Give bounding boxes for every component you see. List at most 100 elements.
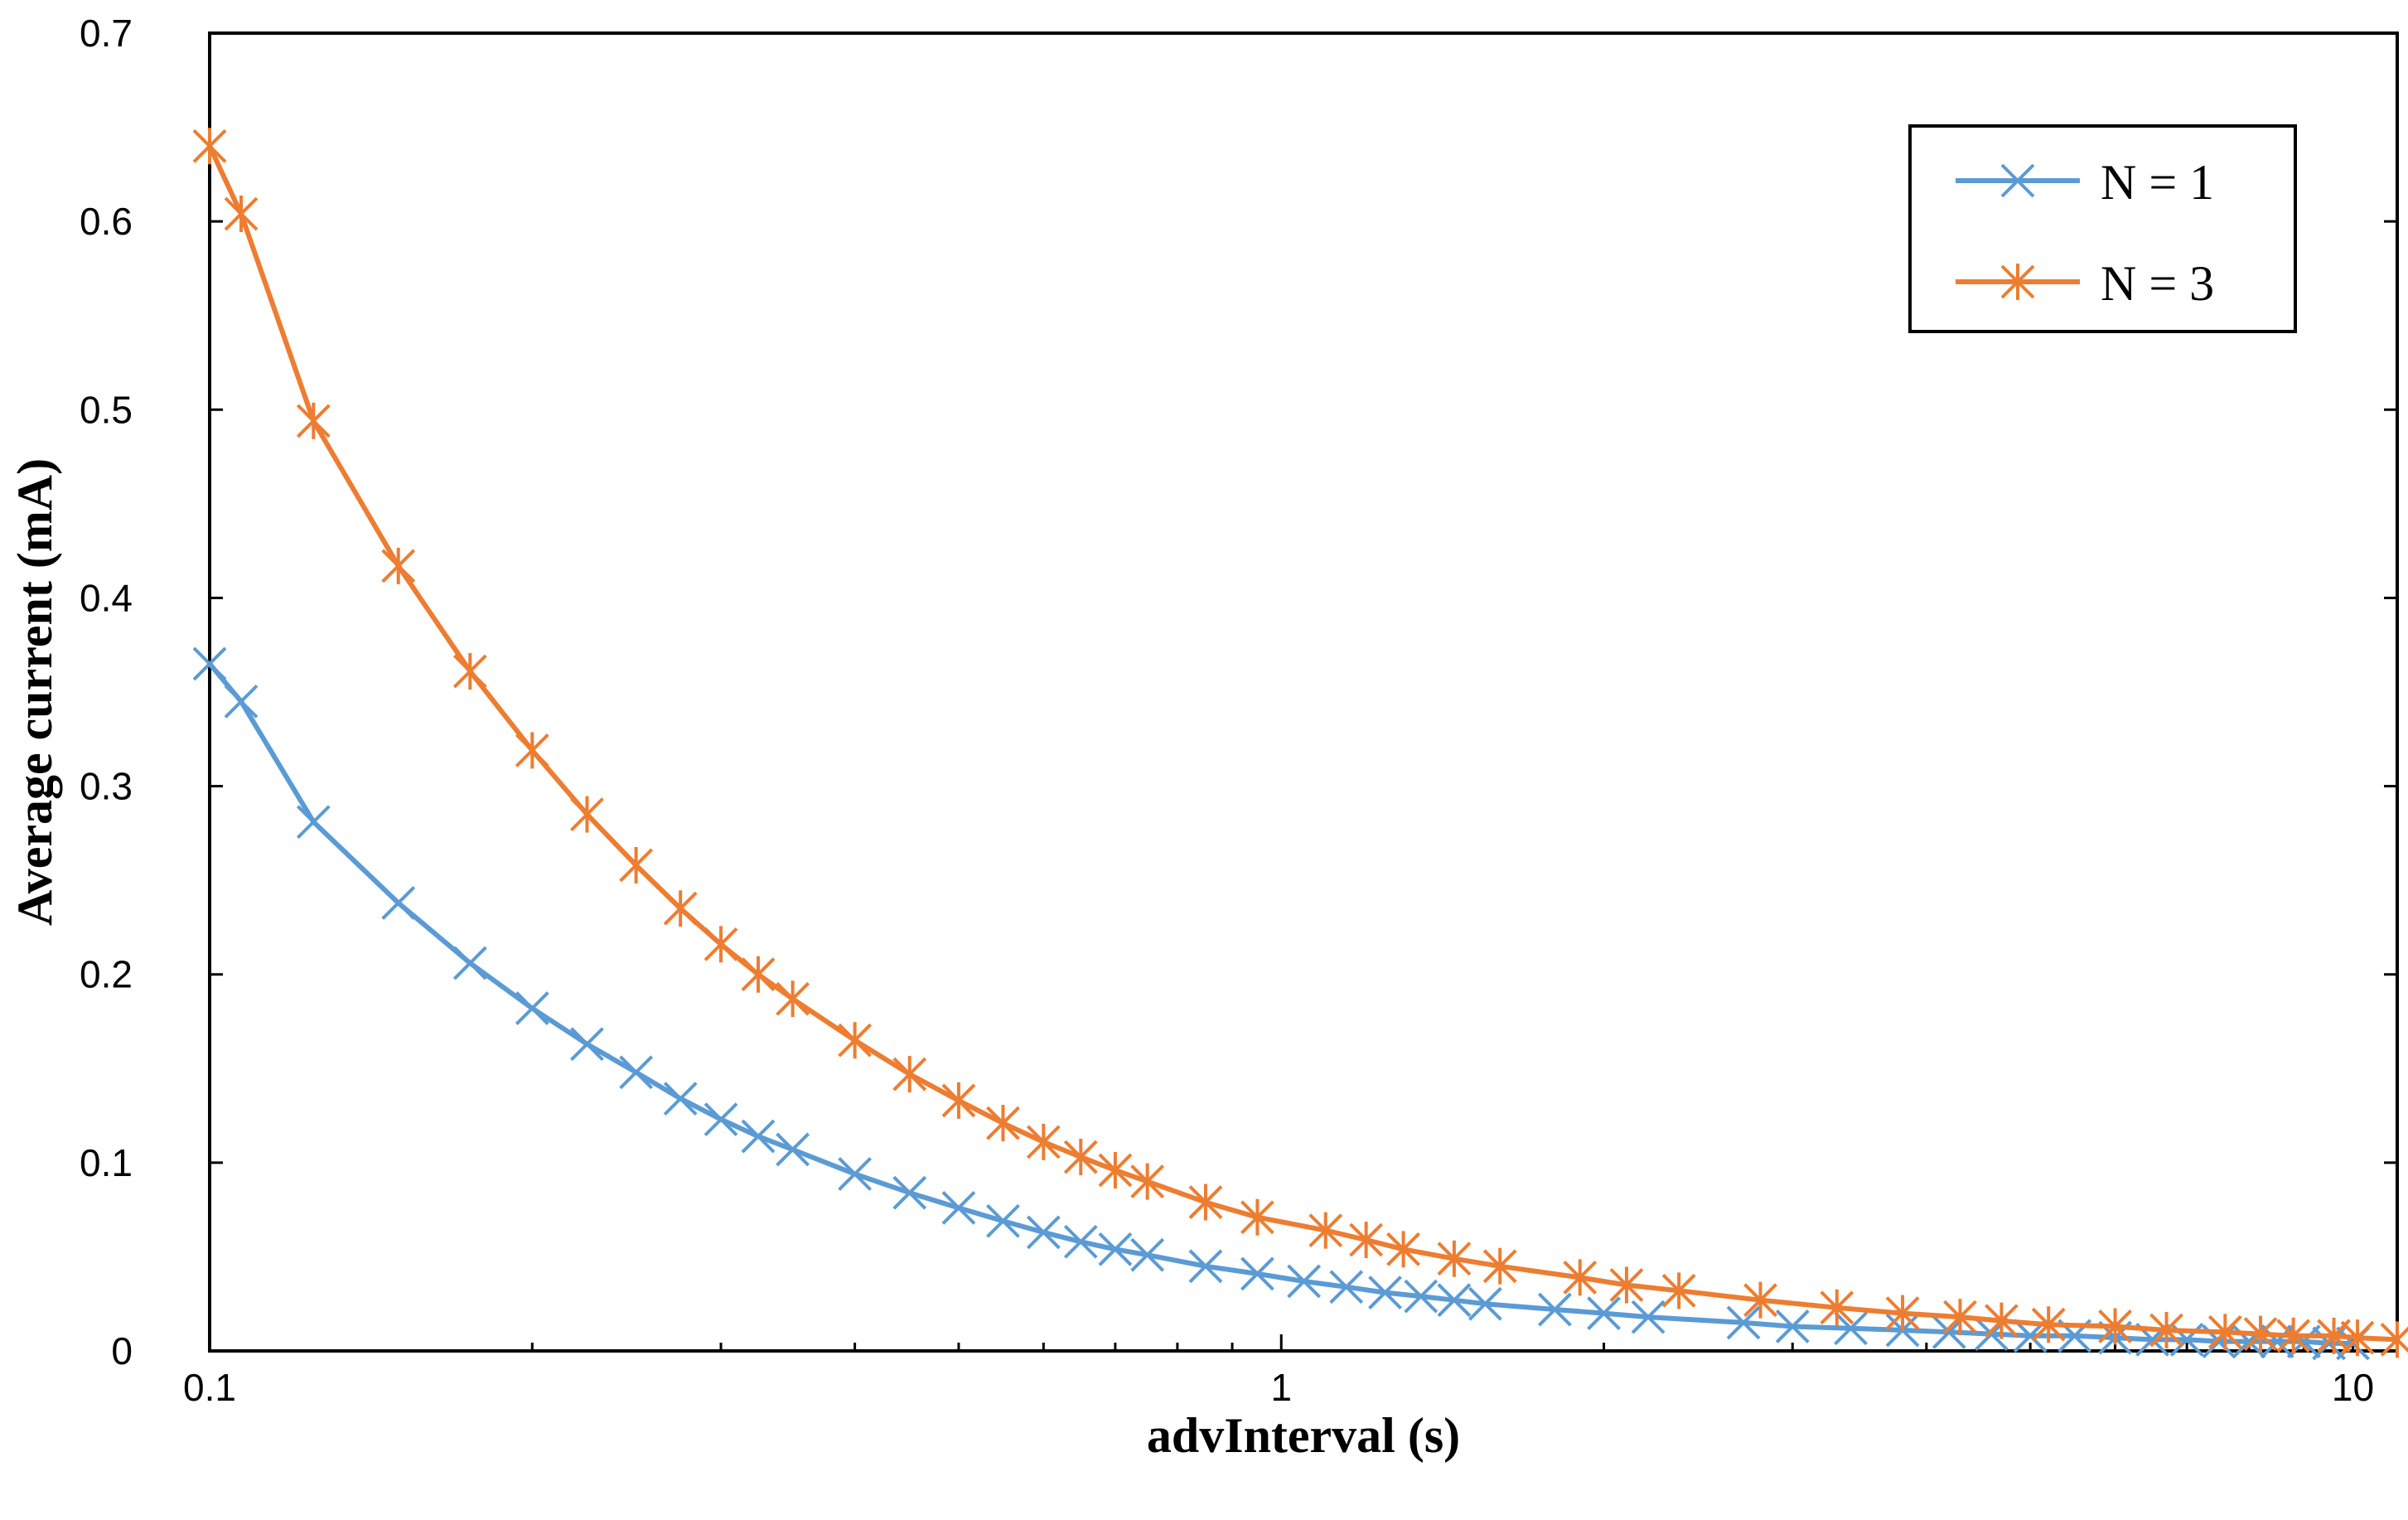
- series-0-point-9: [704, 1102, 738, 1137]
- series-1-point-6: [570, 796, 604, 833]
- series-0-point-23: [1329, 1270, 1364, 1305]
- series-1-point-40: [2276, 1317, 2311, 1354]
- series-1-point-30: [1743, 1281, 1777, 1319]
- x-tick-label-0: 0.1: [183, 1366, 236, 1409]
- series-0-point-25-stroke-b: [1404, 1279, 1439, 1314]
- series-0-line: [207, 661, 2353, 1346]
- series-0-point-13: [892, 1175, 927, 1210]
- series-0-point-12: [838, 1157, 873, 1191]
- series-1-point-9: [704, 926, 738, 963]
- series-1-point-33: [1943, 1299, 1977, 1336]
- series-0-point-1: [224, 684, 259, 719]
- series-1-point-24: [1386, 1231, 1421, 1268]
- series-0-point-3: [381, 885, 416, 920]
- series-0-point-32: [1775, 1309, 1810, 1343]
- series-1-point-28: [1609, 1266, 1644, 1304]
- series-0-point-10: [741, 1119, 776, 1154]
- series-0-point-18-stroke-b: [1098, 1232, 1133, 1266]
- series-0-point-10-stroke-b: [741, 1119, 776, 1154]
- series-0-point-8: [663, 1082, 698, 1116]
- series-0-point-14: [941, 1190, 976, 1225]
- series-0-point-13-stroke-b: [892, 1175, 927, 1210]
- series-0-point-19-stroke-b: [1130, 1237, 1165, 1272]
- series-0-point-46: [2312, 1326, 2347, 1361]
- series-0-point-23-stroke-b: [1329, 1270, 1364, 1305]
- series-0-point-26-stroke-b: [1437, 1283, 1472, 1318]
- series-1-point-7: [619, 846, 654, 883]
- series-1-point-12: [838, 1022, 873, 1059]
- series-0-point-26: [1437, 1283, 1472, 1318]
- series-0-point-20-stroke-b: [1188, 1249, 1223, 1284]
- series-1-point-23: [1349, 1221, 1384, 1258]
- series-0-point-7-stroke-b: [619, 1055, 654, 1090]
- series-0-point-4: [452, 946, 487, 980]
- series-0-point-6-stroke-b: [570, 1027, 604, 1062]
- legend-items: [1956, 163, 2080, 300]
- series-0-point-24: [1368, 1276, 1402, 1309]
- series-1-point-0: [192, 128, 227, 165]
- series-1-point-14: [941, 1082, 976, 1119]
- series-1-point-15: [986, 1105, 1020, 1142]
- series-1-point-35: [2031, 1306, 2066, 1343]
- series-0-point-32-stroke-b: [1775, 1309, 1810, 1343]
- y-axis-ticks: 0 0.1 0.2 0.3 0.4 0.5 0.6 0.7: [80, 12, 2397, 1372]
- series-0-point-22-stroke-b: [1287, 1264, 1322, 1299]
- series-0-point-4-stroke-b: [452, 946, 487, 980]
- series-1-point-10: [741, 956, 776, 993]
- y-tick-label-2: 0.2: [80, 953, 133, 996]
- series-1-point-38: [2207, 1314, 2242, 1351]
- series-1-point-27: [1563, 1259, 1598, 1296]
- series-0-point-27: [1468, 1286, 1502, 1321]
- series-1-point-5: [515, 732, 549, 769]
- series-0-point-7: [619, 1055, 654, 1090]
- series-0-point-9-stroke-b: [704, 1102, 738, 1137]
- series-1-point-26: [1482, 1247, 1517, 1285]
- series-0-point-2: [296, 805, 331, 840]
- series-1-point-36: [2098, 1308, 2132, 1345]
- series-1-point-19: [1130, 1163, 1165, 1200]
- series-0-point-33: [1834, 1311, 1868, 1346]
- series-1-point-31: [1820, 1289, 1854, 1326]
- x-tick-label-1: 1: [1270, 1366, 1292, 1409]
- series-0-point-11: [776, 1132, 810, 1167]
- series-0-point-46-stroke-b: [2312, 1326, 2347, 1361]
- legend-marker-0: [2000, 163, 2035, 198]
- x-tick-label-2: 10: [2332, 1366, 2374, 1409]
- series-1-point-29: [1661, 1272, 1696, 1309]
- series-1-point-42: [2340, 1319, 2375, 1357]
- series-0-point-31-stroke-b: [1726, 1305, 1761, 1340]
- series-0-point-27-stroke-b: [1468, 1286, 1502, 1321]
- series-1-point-22: [1308, 1212, 1343, 1249]
- series-0-point-0: [192, 646, 227, 681]
- series-0-point-29-stroke-b: [1587, 1296, 1621, 1330]
- series-0-point-8-stroke-b: [663, 1082, 698, 1116]
- series-1-point-39: [2243, 1315, 2278, 1353]
- series-1-point-13: [892, 1056, 927, 1093]
- series-1-point-21: [1240, 1198, 1274, 1236]
- series-1-point-17: [1063, 1139, 1098, 1176]
- series-0-point-25: [1404, 1279, 1439, 1314]
- series-0-point-21: [1240, 1256, 1274, 1291]
- legend-marker-0-stroke-b: [2000, 163, 2035, 198]
- series-1-point-37: [2149, 1312, 2183, 1349]
- series-1: [192, 128, 2408, 1358]
- series-layer: [192, 128, 2408, 1361]
- legend-label-n3: N = 3: [2101, 256, 2214, 311]
- x-axis-ticks: 0.1 1 10: [183, 1334, 2374, 1409]
- series-0-point-19: [1130, 1237, 1165, 1272]
- series-1-point-16: [1026, 1123, 1061, 1160]
- series-0-point-20: [1188, 1249, 1223, 1284]
- series-1-point-34: [1985, 1302, 2019, 1339]
- series-0-point-17: [1063, 1224, 1098, 1259]
- series-0-point-28-stroke-b: [1537, 1292, 1572, 1327]
- y-tick-label-4: 0.4: [80, 576, 133, 619]
- series-1-point-3: [381, 547, 416, 584]
- series-0-point-0-stroke-b: [192, 646, 227, 681]
- legend-label-n1: N = 1: [2101, 155, 2214, 210]
- series-0-point-3-stroke-b: [381, 885, 416, 920]
- series-0-point-18: [1098, 1232, 1133, 1266]
- series-1-point-11: [776, 980, 810, 1018]
- series-0-point-14-stroke-b: [941, 1190, 976, 1225]
- series-0-point-24-stroke-b: [1368, 1276, 1402, 1309]
